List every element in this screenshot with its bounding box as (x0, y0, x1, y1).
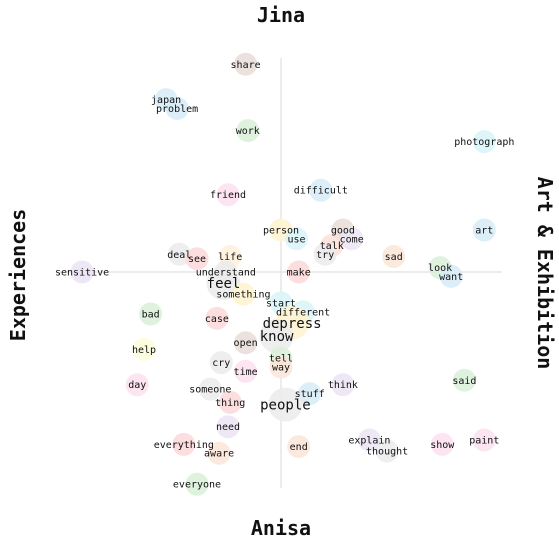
point-label: difficult (294, 186, 348, 197)
point-label: explain (348, 436, 390, 447)
point-label: paint (469, 436, 499, 447)
point-label: think (328, 380, 358, 391)
point-label: show (430, 440, 455, 451)
point-label: work (236, 126, 260, 137)
point-label: see (188, 254, 206, 265)
point-label: help (132, 345, 156, 356)
point-label: sensitive (55, 268, 109, 279)
point-label: share (231, 60, 261, 71)
point-label: end (290, 442, 308, 453)
point-label: aware (204, 449, 234, 460)
point-label: need (216, 422, 240, 433)
point-label: friend (210, 190, 246, 201)
point-label: case (205, 314, 229, 325)
point-label: people (260, 398, 311, 414)
point-label: said (452, 376, 476, 387)
point-label: day (128, 380, 146, 391)
point-label: something (216, 290, 270, 301)
point-label: life (218, 252, 242, 263)
point-label: someone (189, 385, 231, 396)
point-label: open (234, 338, 258, 349)
point-label: want (439, 272, 463, 283)
axis-label-right: Art & Exhibition (533, 177, 557, 370)
point-label: make (287, 268, 311, 279)
point-label: cry (212, 358, 230, 369)
point-label: problem (156, 104, 198, 115)
axis-label-left: Experiences (6, 209, 30, 341)
point-label: thought (366, 447, 408, 458)
axis-label-bottom: Anisa (251, 516, 311, 540)
point-label: bad (142, 310, 160, 321)
point-label: way (272, 363, 290, 374)
point-label: try (316, 250, 334, 261)
points-layer (71, 53, 496, 496)
point-label: time (234, 367, 258, 378)
point-label: thing (215, 398, 245, 409)
axis-label-top: Jina (257, 3, 305, 27)
point-label: art (475, 226, 493, 237)
point-label: sad (385, 252, 403, 263)
point-label: know (260, 329, 294, 345)
point-label: everyone (173, 480, 221, 491)
point-label: photograph (454, 137, 514, 148)
point-label: use (287, 234, 305, 245)
